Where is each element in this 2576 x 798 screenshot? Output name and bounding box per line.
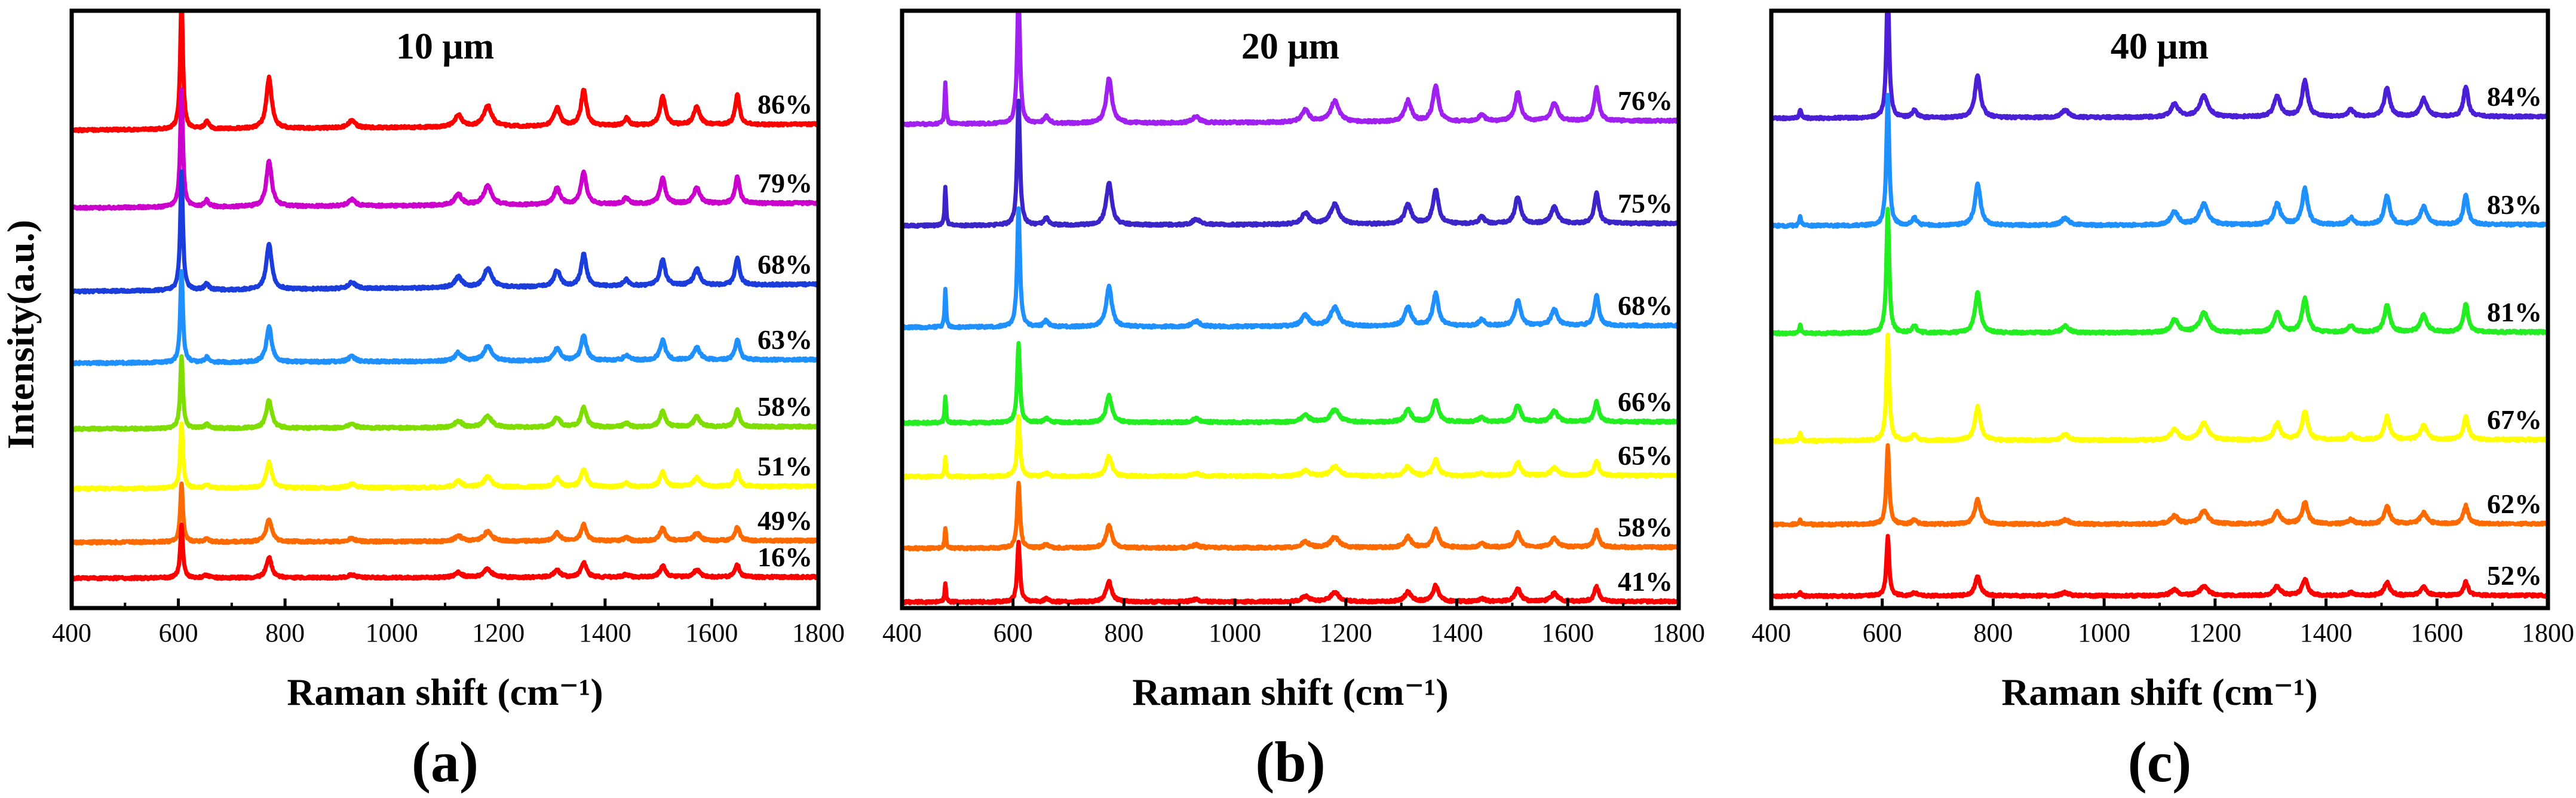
series-line-58pct — [902, 480, 1679, 552]
series-label: 83% — [2487, 189, 2542, 220]
x-tick-label: 1200 — [2189, 618, 2241, 647]
series-label: 68% — [1618, 290, 1673, 321]
x-tick-label: 1000 — [1209, 618, 1261, 647]
panels: 86% 79% 68% 63% 58% 51% 49% 16% 400 600 800 1000 120… — [52, 8, 2574, 794]
series-line-41pct — [902, 539, 1679, 606]
panel-title: 10 μm — [396, 26, 494, 67]
x-tick-label: 800 — [265, 618, 305, 647]
x-tick-label: 1400 — [1431, 618, 1483, 647]
series-line-62pct — [1771, 443, 2548, 528]
traces — [1771, 11, 2548, 600]
series-label: 41% — [1618, 566, 1673, 597]
panel-3: 84% 83% 81% 67% 62% 52% 400 600 800 1000 1200 1400 1… — [1752, 8, 2574, 794]
series-label: 76% — [1618, 85, 1673, 116]
x-tick-label: 1200 — [472, 618, 525, 647]
x-tick-label: 600 — [1863, 618, 1902, 647]
panel-letter: (c) — [2128, 730, 2192, 794]
series-line-63pct — [72, 269, 818, 367]
x-tick-label: 1800 — [1652, 618, 1705, 647]
x-tick-label: 600 — [159, 618, 198, 647]
series-label: 68% — [758, 249, 812, 280]
x-tick-label: 800 — [1973, 618, 2013, 647]
x-tick-label: 1600 — [685, 618, 738, 647]
series-label: 81% — [2487, 297, 2542, 327]
x-tick-label: 1200 — [1320, 618, 1372, 647]
series-label: 86% — [758, 89, 812, 119]
series-line-16pct — [72, 523, 818, 582]
series-label: 75% — [1618, 188, 1673, 219]
x-tick-label: 400 — [52, 618, 91, 647]
x-axis-label: Raman shift (cm⁻¹) — [2001, 671, 2317, 713]
x-tick-label: 1600 — [2411, 618, 2463, 647]
x-axis-label: Raman shift (cm⁻¹) — [287, 671, 603, 713]
series-label: 58% — [758, 391, 812, 422]
series-label: 63% — [758, 324, 812, 355]
series-label: 66% — [1618, 386, 1673, 417]
series-label: 84% — [2487, 81, 2542, 112]
series-label: 51% — [758, 451, 812, 481]
series-line-76pct — [902, 11, 1679, 128]
series-line-51pct — [72, 421, 818, 492]
series-line-65pct — [902, 414, 1679, 480]
series-label: 65% — [1618, 440, 1673, 471]
panel-2: 76% 75% 68% 66% 65% 58% 41% 400 600 800 1000 1200 14… — [882, 8, 1705, 794]
series-label: 62% — [2487, 489, 2542, 519]
x-tick-label: 1000 — [2078, 618, 2130, 647]
series-label: 49% — [758, 505, 812, 536]
x-axis-label: Raman shift (cm⁻¹) — [1132, 671, 1448, 713]
traces — [902, 11, 1679, 606]
series-label: 16% — [758, 542, 812, 572]
x-tick-label: 400 — [1752, 618, 1791, 647]
series-label: 79% — [758, 168, 812, 198]
x-tick-label: 1400 — [579, 618, 631, 647]
panel-title: 20 μm — [1241, 26, 1339, 67]
panel-title: 40 μm — [2111, 26, 2209, 67]
x-tick-label: 600 — [993, 618, 1033, 647]
panel-1: 86% 79% 68% 63% 58% 51% 49% 16% 400 600 800 1000 120… — [52, 8, 845, 794]
series-line-49pct — [72, 481, 818, 546]
series-line-81pct — [1771, 207, 2548, 337]
series-line-58pct — [72, 354, 818, 432]
series-label: 52% — [2487, 560, 2542, 591]
series-line-68pct — [72, 169, 818, 295]
series-line-83pct — [1771, 93, 2548, 229]
series-label: 67% — [2487, 404, 2542, 435]
series-line-79pct — [72, 87, 818, 211]
panel-letter: (b) — [1255, 730, 1325, 794]
x-tick-label: 1800 — [792, 618, 845, 647]
series-label: 58% — [1618, 512, 1673, 542]
x-tick-label: 400 — [882, 618, 922, 647]
x-tick-label: 800 — [1104, 618, 1143, 647]
series-line-68pct — [902, 206, 1679, 331]
series-line-75pct — [902, 99, 1679, 229]
x-tick-label: 1000 — [366, 618, 418, 647]
x-tick-label: 1400 — [2300, 618, 2353, 647]
series-line-86pct — [72, 11, 818, 134]
x-tick-label: 1800 — [2522, 618, 2574, 647]
series-line-84pct — [1771, 11, 2548, 122]
series-line-66pct — [902, 340, 1679, 426]
traces — [72, 11, 818, 582]
panel-letter: (a) — [412, 730, 479, 794]
series-line-67pct — [1771, 332, 2548, 444]
figure-y-axis-label: Intensity(a.u.) — [0, 220, 42, 449]
series-line-52pct — [1771, 533, 2548, 600]
x-tick-label: 1600 — [1541, 618, 1594, 647]
